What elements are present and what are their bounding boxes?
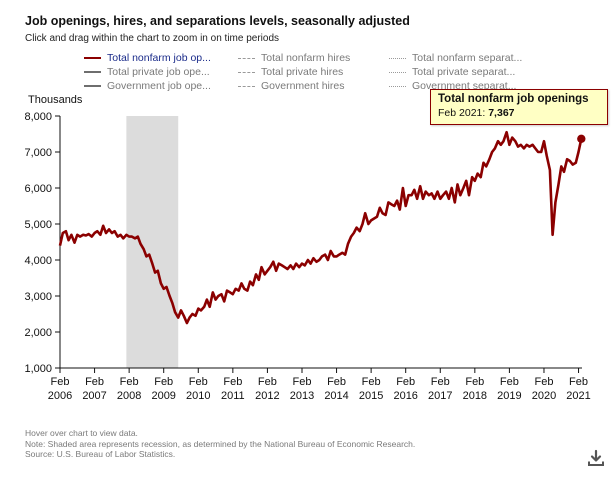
chart-title: Job openings, hires, and separations lev… (25, 14, 410, 28)
x-tick-year: 2012 (255, 390, 279, 402)
legend-item-total-nonfarm-hires[interactable]: Total nonfarm hires (238, 52, 350, 64)
legend-swatch (238, 71, 255, 73)
legend-label: Total private job ope... (107, 66, 210, 79)
legend-swatch (238, 85, 255, 87)
x-tick-month: Feb (154, 376, 173, 388)
x-tick-month: Feb (51, 376, 70, 388)
x-tick-month: Feb (569, 376, 588, 388)
x-tick-year: 2016 (393, 390, 417, 402)
legend-label: Total private hires (261, 66, 344, 79)
legend-swatch (389, 57, 406, 59)
tooltip-date: Feb 2021: (438, 107, 486, 119)
x-tick-year: 2010 (186, 390, 210, 402)
x-tick-year: 2011 (221, 390, 245, 402)
x-tick-year: 2006 (48, 390, 72, 402)
x-tick-month: Feb (120, 376, 139, 388)
legend-swatch (389, 85, 406, 87)
line-chart[interactable]: 1,000 2,000 3,000 4,000 5,000 6,000 7,000 8,000… (0, 0, 615, 430)
tooltip-title: Total nonfarm job openings (438, 93, 589, 105)
legend: Total nonfarm job op... Total nonfarm hi… (84, 52, 564, 94)
source-note: Source: U.S. Bureau of Labor Statistics. (25, 449, 176, 459)
x-tick-month: Feb (362, 376, 381, 388)
legend-item-total-nonfarm-separations[interactable]: Total nonfarm separat... (389, 52, 522, 64)
series-line-total-nonfarm-job-openings[interactable] (58, 130, 583, 325)
x-tick-month: Feb (85, 376, 104, 388)
chart-subtitle: Click and drag within the chart to zoom … (25, 33, 280, 44)
legend-item-total-private-job-openings[interactable]: Total private job ope... (84, 66, 210, 78)
download-icon[interactable] (586, 448, 606, 468)
y-tick-label: 8,000 (24, 111, 52, 123)
legend-item-total-private-separations[interactable]: Total private separat... (389, 66, 515, 78)
x-tick-year: 2008 (117, 390, 141, 402)
x-tick-month: Feb (327, 376, 346, 388)
tooltip-value: 7,367 (488, 107, 515, 119)
x-tick-month: Feb (223, 376, 242, 388)
x-tick-year: 2014 (324, 390, 348, 402)
legend-label: Total private separat... (412, 66, 516, 79)
y-tick-label: 2,000 (24, 327, 52, 339)
recession-note: Note: Shaded area represents recession, … (25, 438, 416, 449)
legend-label: Government job ope... (107, 80, 211, 93)
x-tick-year: 2020 (532, 390, 556, 402)
legend-swatch (238, 57, 255, 59)
x-tick-month: Feb (500, 376, 519, 388)
y-tick-label: 4,000 (24, 255, 52, 267)
y-tick-label: 7,000 (24, 147, 52, 159)
legend-item-total-private-hires[interactable]: Total private hires (238, 66, 343, 78)
tooltip-body: Feb 2021: 7,367 (438, 107, 600, 119)
highlight-point[interactable] (577, 134, 586, 143)
legend-item-government-hires[interactable]: Government hires (238, 80, 344, 92)
legend-swatch (84, 71, 101, 74)
y-tick-label: 6,000 (24, 183, 52, 195)
x-tick-month: Feb (396, 376, 415, 388)
tooltip: Total nonfarm job openings Feb 2021: 7,3… (430, 89, 608, 125)
x-tick-year: 2021 (566, 390, 590, 402)
legend-label: Total nonfarm job op... (107, 52, 211, 65)
legend-label: Total nonfarm separat... (412, 52, 523, 65)
x-tick-year: 2007 (82, 390, 106, 402)
legend-label: Total nonfarm hires (261, 52, 351, 65)
y-tick-label: 3,000 (24, 291, 52, 303)
legend-item-government-job-openings[interactable]: Government job ope... (84, 80, 211, 92)
y-tick-label: 1,000 (24, 363, 52, 375)
x-tick-month: Feb (293, 376, 312, 388)
x-tick-year: 2019 (497, 390, 521, 402)
x-tick-year: 2015 (359, 390, 383, 402)
hover-note: Hover over chart to view data. (25, 428, 138, 438)
x-tick-month: Feb (534, 376, 553, 388)
recession-shading (126, 116, 179, 368)
x-tick-year: 2009 (151, 390, 175, 402)
x-tick-month: Feb (465, 376, 484, 388)
x-tick-month: Feb (189, 376, 208, 388)
legend-item-total-nonfarm-job-openings[interactable]: Total nonfarm job op... (84, 52, 211, 64)
legend-swatch (84, 85, 101, 88)
legend-swatch (84, 57, 101, 60)
y-tick-label: 5,000 (24, 219, 52, 231)
x-tick-year: 2013 (290, 390, 314, 402)
legend-swatch (389, 71, 406, 73)
y-axis-label: Thousands (28, 94, 83, 106)
chart-notes: Hover over chart to view data. Note: Sha… (25, 428, 415, 460)
legend-label: Government hires (261, 80, 345, 93)
x-tick-month: Feb (431, 376, 450, 388)
x-tick-year: 2017 (428, 390, 452, 402)
x-tick-year: 2018 (463, 390, 487, 402)
x-tick-month: Feb (258, 376, 277, 388)
